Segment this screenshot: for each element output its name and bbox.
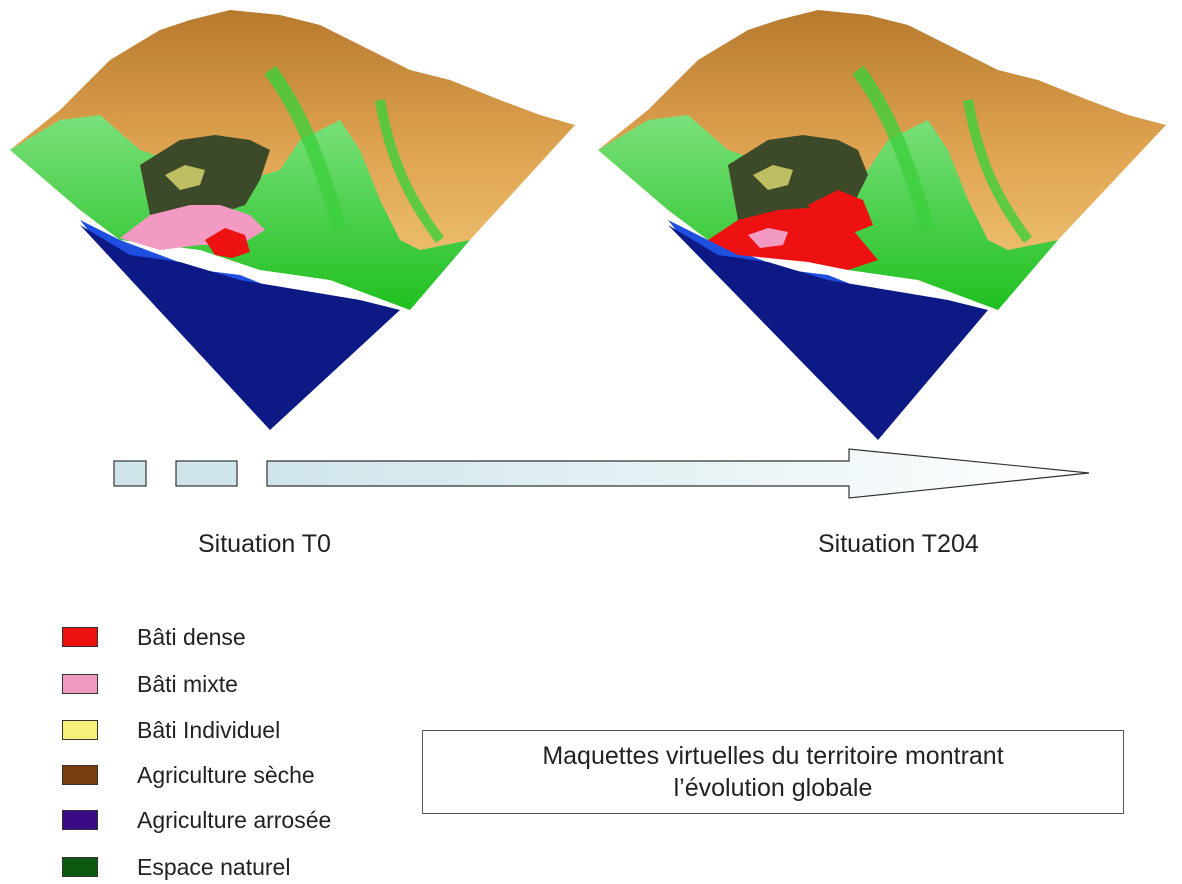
terrain-model-t204 <box>598 10 1166 440</box>
terrain-model-t0 <box>10 10 575 430</box>
legend-label: Bâti Individuel <box>137 717 281 743</box>
legend-swatch <box>62 720 98 740</box>
legend-swatch <box>62 765 98 785</box>
timeline-arrow <box>113 448 1090 499</box>
urban-individual <box>753 165 793 190</box>
situation-label-t204: Situation T204 <box>818 530 979 558</box>
legend-swatch <box>62 627 98 647</box>
caption-box: Maquettes virtuelles du territoire montr… <box>422 730 1124 814</box>
legend-swatch <box>62 674 98 694</box>
timeline-segment <box>175 460 238 487</box>
caption-line-1: Maquettes virtuelles du territoire montr… <box>542 742 1004 770</box>
urban-individual <box>165 165 205 190</box>
valley-streak <box>963 99 1033 243</box>
legend-swatch <box>62 857 98 877</box>
valley-streak <box>375 99 445 243</box>
situation-label-t0: Situation T0 <box>198 530 331 558</box>
legend-swatch <box>62 810 98 830</box>
legend-label: Bâti dense <box>137 624 246 650</box>
timeline-arrow-body <box>266 448 1090 499</box>
urban-dense <box>205 228 250 258</box>
urban-area <box>140 135 270 225</box>
caption-line-2: l’évolution globale <box>673 774 873 802</box>
legend-label: Espace naturel <box>137 854 291 880</box>
valley-streak <box>852 65 935 232</box>
valley-streak <box>264 65 347 232</box>
caption-text: Maquettes virtuelles du territoire montr… <box>542 740 1003 804</box>
legend-label: Bâti mixte <box>137 671 238 697</box>
sea-area <box>668 225 988 440</box>
sea-area <box>80 225 400 430</box>
urban-dense <box>808 190 873 235</box>
timeline-segment <box>113 460 147 487</box>
urban-mixed <box>748 228 788 248</box>
legend-label: Agriculture sèche <box>137 762 315 788</box>
legend-label: Agriculture arrosée <box>137 807 332 833</box>
